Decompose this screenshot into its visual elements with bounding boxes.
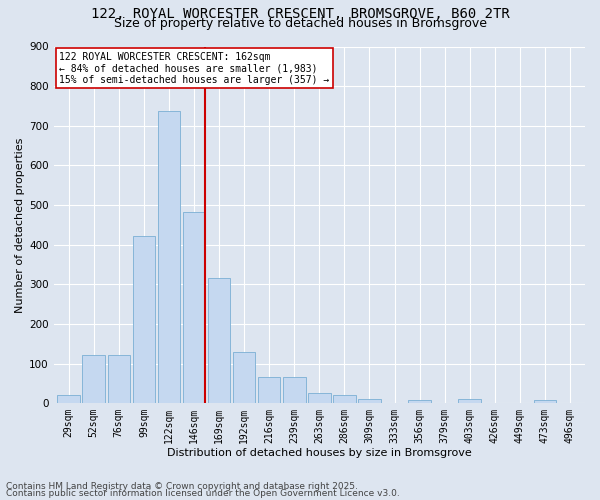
Text: Contains HM Land Registry data © Crown copyright and database right 2025.: Contains HM Land Registry data © Crown c… bbox=[6, 482, 358, 491]
Text: Contains public sector information licensed under the Open Government Licence v3: Contains public sector information licen… bbox=[6, 490, 400, 498]
Text: 122, ROYAL WORCESTER CRESCENT, BROMSGROVE, B60 2TR: 122, ROYAL WORCESTER CRESCENT, BROMSGROV… bbox=[91, 8, 509, 22]
Bar bbox=[133, 236, 155, 403]
Text: Size of property relative to detached houses in Bromsgrove: Size of property relative to detached ho… bbox=[113, 18, 487, 30]
Bar bbox=[82, 355, 105, 403]
Bar bbox=[409, 400, 431, 403]
Bar bbox=[283, 378, 305, 403]
X-axis label: Distribution of detached houses by size in Bromsgrove: Distribution of detached houses by size … bbox=[167, 448, 472, 458]
Bar bbox=[458, 400, 481, 403]
Text: 122 ROYAL WORCESTER CRESCENT: 162sqm
← 84% of detached houses are smaller (1,983: 122 ROYAL WORCESTER CRESCENT: 162sqm ← 8… bbox=[59, 52, 329, 85]
Y-axis label: Number of detached properties: Number of detached properties bbox=[15, 137, 25, 312]
Bar bbox=[208, 278, 230, 403]
Bar bbox=[358, 400, 381, 403]
Bar bbox=[107, 355, 130, 403]
Bar bbox=[533, 400, 556, 403]
Bar bbox=[183, 212, 205, 403]
Bar bbox=[333, 396, 356, 403]
Bar bbox=[258, 378, 280, 403]
Bar bbox=[308, 392, 331, 403]
Bar bbox=[58, 396, 80, 403]
Bar bbox=[158, 110, 180, 403]
Bar bbox=[233, 352, 256, 403]
